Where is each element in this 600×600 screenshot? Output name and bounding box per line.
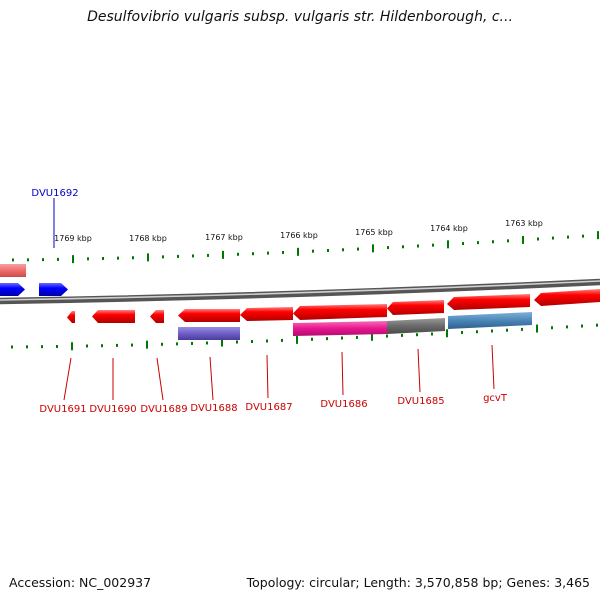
scale-label-1767: 1767 kbp — [205, 233, 243, 242]
gene-label-dvu1691[interactable]: DVU1691 — [39, 404, 86, 415]
gene-label-dvu1688[interactable]: DVU1688 — [190, 403, 237, 414]
forward-gene-dvu1692[interactable] — [39, 283, 68, 296]
gene-label-dvu1692[interactable]: DVU1692 — [31, 188, 78, 199]
scale-label-1768: 1768 kbp — [129, 234, 167, 243]
top-left-feature[interactable] — [0, 264, 26, 277]
scale-label-1763: 1763 kbp — [505, 219, 543, 228]
gene-dvu1686[interactable] — [293, 304, 387, 320]
upper-scale-track — [12, 231, 599, 264]
gene-label-gcvt[interactable]: gcvT — [483, 393, 508, 404]
map-title: Desulfovibrio vulgaris subsp. vulgaris s… — [87, 9, 513, 25]
gene-dvu1687[interactable] — [240, 307, 293, 321]
gene-dvu1685[interactable] — [387, 300, 444, 315]
gene-next[interactable] — [534, 289, 600, 306]
gene-dvu1690[interactable] — [92, 310, 135, 323]
lower-scale-track — [11, 323, 598, 351]
gene-label-dvu1690[interactable]: DVU1690 — [89, 404, 136, 415]
feature-bar-dvu1685[interactable] — [387, 318, 445, 334]
feature-bar-gcvt[interactable] — [448, 312, 532, 329]
label-leaders — [63, 344, 495, 401]
gene-dvu1689[interactable] — [150, 310, 164, 323]
leader-dvu1691 — [63, 357, 72, 401]
leader-gcvt — [491, 344, 495, 390]
leader-dvu1686 — [341, 351, 344, 396]
feature-bar-dvu1688[interactable] — [178, 327, 240, 340]
gene-label-dvu1689[interactable]: DVU1689 — [140, 404, 187, 415]
forward-gene-arrow-left[interactable] — [0, 283, 25, 296]
scale-labels: 1769 kbp 1768 kbp 1767 kbp 1766 kbp 1765… — [54, 219, 543, 243]
gene-label-dvu1686[interactable]: DVU1686 — [320, 399, 367, 410]
genome-summary-text: Topology: circular; Length: 3,570,858 bp… — [246, 575, 590, 590]
leader-dvu1685 — [417, 348, 421, 393]
gene-dvu1691[interactable] — [67, 311, 75, 323]
gene-label-dvu1685[interactable]: DVU1685 — [397, 396, 444, 407]
gene-dvu1688[interactable] — [178, 309, 240, 322]
leader-dvu1688 — [209, 356, 214, 401]
reverse-genes — [67, 289, 600, 323]
scale-label-1769: 1769 kbp — [54, 234, 92, 243]
leader-dvu1687 — [266, 354, 269, 399]
leader-dvu1689 — [156, 357, 164, 401]
gene-label-dvu1687[interactable]: DVU1687 — [245, 402, 292, 413]
scale-label-1766: 1766 kbp — [280, 231, 318, 240]
chromosome-backbone-highlight — [0, 280, 600, 301]
feature-bar-dvu1686[interactable] — [293, 321, 387, 336]
accession-text: Accession: NC_002937 — [9, 575, 152, 590]
scale-label-1764: 1764 kbp — [430, 224, 468, 233]
scale-label-1765: 1765 kbp — [355, 228, 393, 237]
gene-gcvt[interactable] — [447, 294, 530, 310]
chromosome-backbone — [0, 278, 600, 305]
gene-labels: DVU1691 DVU1690 DVU1689 DVU1688 DVU1687 … — [39, 393, 507, 415]
